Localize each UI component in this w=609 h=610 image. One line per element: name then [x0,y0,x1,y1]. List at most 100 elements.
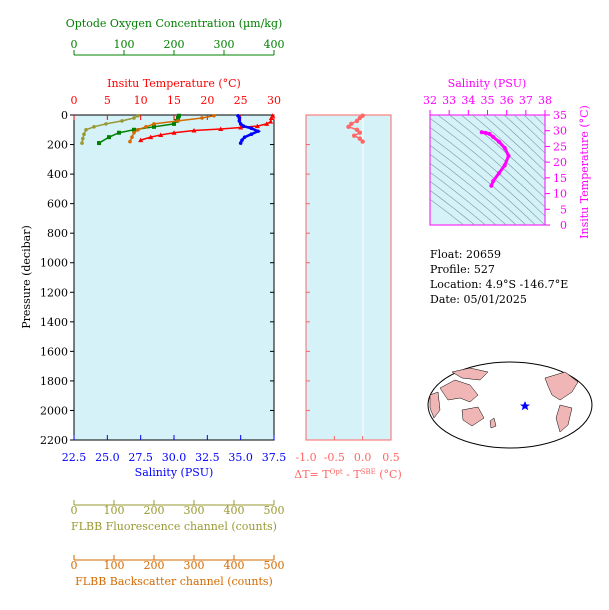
ts-salinity-tick-label: 38 [538,94,552,107]
fluorescence-point [81,136,85,141]
backscatter-point [144,125,148,129]
dt-point [349,121,354,127]
salinity-point [242,135,247,139]
temperature-tick-label: 10 [134,94,148,107]
temperature-axis-ticks: 0 5 10 15 20 25 30 [71,94,281,120]
fluorescence-point [82,132,86,137]
ts-contour [430,162,507,225]
ts-contour [430,198,465,225]
ts-point [506,153,511,158]
temperature-axis-title: Insitu Temperature (°C) [107,77,241,90]
salinity-point [249,126,254,131]
ts-contour [482,115,545,172]
pressure-tick-label: 600 [47,198,68,211]
fluor-tick-label: 100 [104,504,125,517]
salinity-tick-label: 32.5 [195,451,220,464]
fluor-axis-title: FLBB Fluorescence channel (counts) [71,520,277,533]
backscatter-tick-label: 0 [71,559,78,572]
salinity-point [238,141,243,145]
fluor-axis-ticks: 0 100 200 300 400 500 [71,500,285,517]
oxygen-point [107,135,111,140]
map-landmass-africa [429,391,441,419]
ts-point [497,171,501,176]
dt-label-mid: - T [343,468,362,481]
salinity-tick-label: 25.0 [95,451,120,464]
backscatter-tick-label: 200 [144,559,165,572]
oxygen-point [132,127,136,132]
salinity-tick-label: 37.5 [262,451,287,464]
backscatter-tick-label: 300 [184,559,205,572]
oxygen-point [177,113,181,118]
fluorescence-point [84,127,88,132]
pressure-tick-label: 200 [47,139,68,152]
main-profile-panel: 0200400600800100012001400160018002000220… [20,17,286,588]
ts-temperature-tick-label: 5 [560,203,567,216]
fluor-tick-label: 300 [184,504,205,517]
pressure-tick-label: 1600 [40,345,68,358]
backscatter-point [132,130,136,135]
backscatter-tick-label: 500 [264,559,285,572]
temperature-point [158,132,164,137]
salinity-axis-title: Salinity (PSU) [135,466,214,479]
oxygen-tick-label: 100 [114,38,135,51]
dt-tick-label: -1.0 [295,451,316,464]
dt-point [357,130,363,135]
temperature-point [268,119,274,124]
dt-axis-ticks: -1.0 -0.5 0.0 0.5 [295,114,400,464]
salinity-tick-label: 35.0 [228,451,253,464]
map-landmass-south-america [555,404,573,433]
temperature-point [218,126,224,132]
oxygen-tick-label: 0 [71,38,78,51]
oxygen-point [97,141,101,146]
ts-contour-lines [430,115,545,225]
backscatter-point [136,127,140,132]
ts-point [483,130,488,135]
oxygen-point [176,115,180,120]
ts-salinity-tick-label: 36 [500,94,514,107]
ts-temperature-tick-label: 25 [553,140,567,153]
temperature-point [264,121,270,126]
salinity-tick-label: 27.5 [128,451,153,464]
info-date: Date: 05/01/2025 [430,293,527,306]
ts-contour [430,144,527,225]
backscatter-tick-label: 100 [104,559,125,572]
ts-point [489,183,494,188]
dt-point [351,133,357,138]
oxygen-tick-label: 200 [164,38,185,51]
ts-salinity-ticks: 32 33 34 35 36 37 38 [423,94,552,115]
temperature-tick-label: 30 [267,94,281,107]
temperature-point [148,134,154,140]
fluor-tick-label: 200 [144,504,165,517]
pressure-axis-ticks: 0 200 400 600 800 1000 1200 1400 1600 1800 2000 220… [40,109,274,447]
ts-point [491,179,496,183]
ts-contour [493,115,545,163]
ts-density-contours [430,115,545,225]
dt-tick-label: 0.0 [354,451,372,464]
temperature-tick-label: 0 [71,94,78,107]
ts-diagram-panel: 32 33 34 35 36 37 38 Salinity (PSU) 0 5 10 15 20 25… [423,77,591,239]
dt-label-main: ΔT= T [294,468,330,481]
ts-contour [430,189,476,225]
fluorescence-point [92,125,96,129]
main-plot-area [73,114,275,441]
salinity-point [240,138,244,142]
pressure-tick-label: 1000 [40,257,68,270]
salinity-point [256,129,260,134]
fluorescence-point [120,119,124,123]
ts-contour [430,126,545,225]
pressure-tick-label: 1800 [40,375,68,388]
info-profile: Profile: 527 [430,263,495,276]
dt-point [357,136,363,141]
ts-point [497,139,501,144]
world-map [427,361,593,449]
ts-salinity-tick-label: 32 [423,94,437,107]
ts-temperature-tick-label: 20 [553,156,567,169]
ts-temperature-tick-label: 15 [553,172,567,185]
dt-plot-area [305,114,392,441]
oxygen-axis-title: Optode Oxygen Concentration (µm/kg) [66,17,283,30]
ts-temperature-ticks: 0 5 10 15 20 25 30 35 [545,109,567,232]
ts-temperature-tick-label: 35 [553,109,567,122]
ts-series-group [479,130,511,188]
temperature-tick-label: 20 [200,94,214,107]
